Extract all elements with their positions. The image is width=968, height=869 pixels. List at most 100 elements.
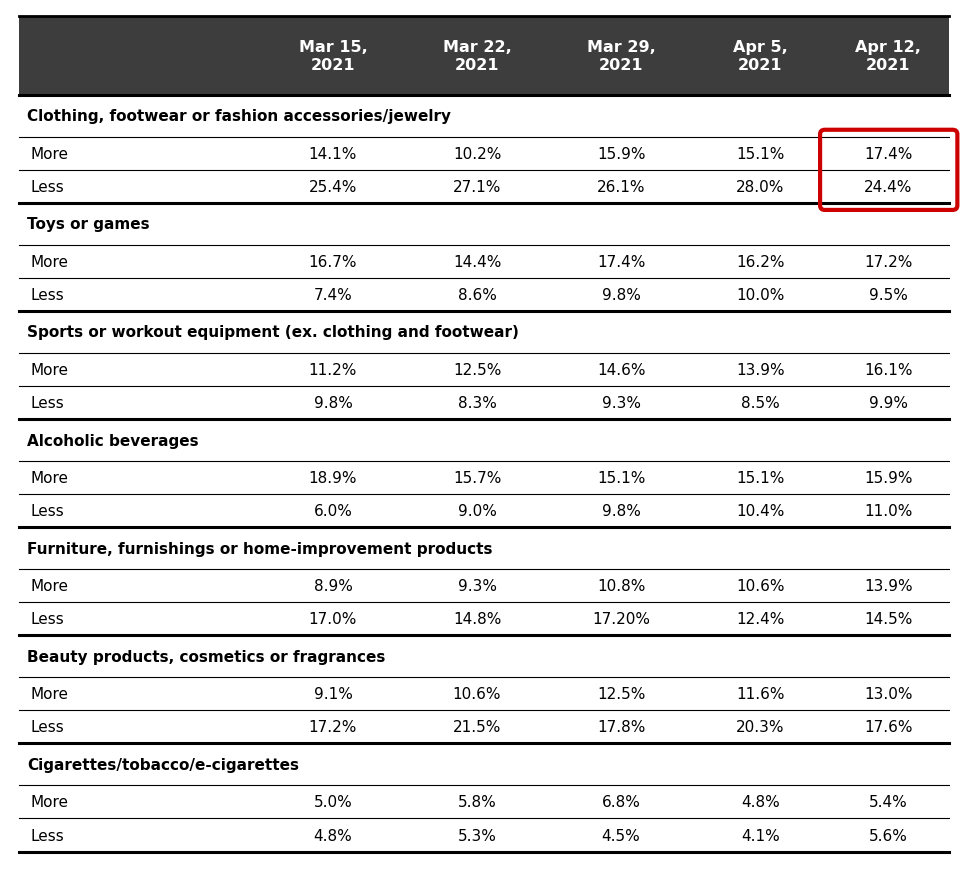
Text: 5.3%: 5.3% — [458, 827, 497, 843]
Text: 5.0%: 5.0% — [314, 794, 352, 810]
Text: 4.5%: 4.5% — [602, 827, 641, 843]
Text: Cigarettes/tobacco/e-cigarettes: Cigarettes/tobacco/e-cigarettes — [27, 757, 299, 772]
Text: 8.9%: 8.9% — [314, 579, 352, 594]
Bar — [19, 279, 949, 312]
Text: Sports or workout equipment (ex. clothing and footwear): Sports or workout equipment (ex. clothin… — [27, 325, 519, 340]
Text: 8.3%: 8.3% — [458, 395, 497, 411]
Text: 17.2%: 17.2% — [309, 720, 357, 734]
Text: 9.8%: 9.8% — [602, 504, 641, 519]
Text: 15.1%: 15.1% — [737, 147, 785, 162]
Text: 5.6%: 5.6% — [869, 827, 908, 843]
Text: Apr 12,
2021: Apr 12, 2021 — [856, 40, 922, 73]
Text: More: More — [31, 147, 69, 162]
Text: Clothing, footwear or fashion accessories/jewelry: Clothing, footwear or fashion accessorie… — [27, 109, 451, 124]
Text: More: More — [31, 687, 69, 701]
Bar — [19, 354, 949, 387]
Text: 27.1%: 27.1% — [453, 180, 501, 195]
Text: 15.1%: 15.1% — [597, 470, 646, 486]
Text: Mar 15,
2021: Mar 15, 2021 — [298, 40, 368, 73]
Text: 26.1%: 26.1% — [597, 180, 646, 195]
Text: 9.3%: 9.3% — [601, 395, 641, 411]
Text: 6.0%: 6.0% — [314, 504, 352, 519]
Text: More: More — [31, 470, 69, 486]
Text: Toys or games: Toys or games — [27, 217, 150, 232]
Text: 17.0%: 17.0% — [309, 612, 357, 627]
Text: 6.8%: 6.8% — [602, 794, 641, 810]
Text: Mar 22,
2021: Mar 22, 2021 — [442, 40, 511, 73]
Text: 11.0%: 11.0% — [864, 504, 913, 519]
Text: 15.9%: 15.9% — [597, 147, 646, 162]
Text: 13.9%: 13.9% — [863, 579, 913, 594]
Bar — [19, 527, 949, 569]
Text: 16.7%: 16.7% — [309, 255, 357, 269]
Text: More: More — [31, 794, 69, 810]
Text: 7.4%: 7.4% — [314, 288, 352, 302]
Text: Furniture, furnishings or home-improvement products: Furniture, furnishings or home-improveme… — [27, 541, 493, 556]
Text: 18.9%: 18.9% — [309, 470, 357, 486]
Bar — [19, 137, 949, 170]
Bar — [19, 786, 949, 819]
Bar — [19, 461, 949, 494]
Text: 17.8%: 17.8% — [597, 720, 646, 734]
Text: 14.6%: 14.6% — [597, 362, 646, 377]
Text: 28.0%: 28.0% — [737, 180, 785, 195]
Bar — [19, 203, 949, 246]
Text: Less: Less — [31, 827, 65, 843]
Bar — [19, 569, 949, 602]
Text: Alcoholic beverages: Alcoholic beverages — [27, 433, 198, 448]
Text: 15.9%: 15.9% — [864, 470, 913, 486]
Text: 13.0%: 13.0% — [864, 687, 913, 701]
Text: 17.20%: 17.20% — [592, 612, 650, 627]
Text: Apr 5,
2021: Apr 5, 2021 — [733, 40, 788, 73]
Text: 4.8%: 4.8% — [741, 794, 780, 810]
Bar — [19, 96, 949, 137]
Text: 16.1%: 16.1% — [864, 362, 913, 377]
Text: 10.2%: 10.2% — [453, 147, 501, 162]
Text: 14.4%: 14.4% — [453, 255, 501, 269]
Text: 9.8%: 9.8% — [602, 288, 641, 302]
Text: 10.6%: 10.6% — [737, 579, 785, 594]
Bar — [19, 420, 949, 461]
Text: 20.3%: 20.3% — [737, 720, 785, 734]
Text: 17.6%: 17.6% — [864, 720, 913, 734]
Text: 11.2%: 11.2% — [309, 362, 357, 377]
Text: 5.4%: 5.4% — [869, 794, 908, 810]
Text: 9.0%: 9.0% — [458, 504, 497, 519]
Bar — [19, 744, 949, 786]
Text: Less: Less — [31, 288, 65, 302]
Text: Less: Less — [31, 395, 65, 411]
Text: 11.6%: 11.6% — [737, 687, 785, 701]
Text: 9.1%: 9.1% — [314, 687, 352, 701]
Text: 14.1%: 14.1% — [309, 147, 357, 162]
Bar — [19, 312, 949, 354]
Text: Less: Less — [31, 504, 65, 519]
Text: 4.8%: 4.8% — [314, 827, 352, 843]
Text: More: More — [31, 362, 69, 377]
Text: 10.6%: 10.6% — [453, 687, 501, 701]
Text: 25.4%: 25.4% — [309, 180, 357, 195]
Text: More: More — [31, 255, 69, 269]
Text: 10.4%: 10.4% — [737, 504, 785, 519]
Text: 10.8%: 10.8% — [597, 579, 646, 594]
Text: 9.8%: 9.8% — [314, 395, 352, 411]
Bar — [19, 246, 949, 279]
Text: Mar 29,
2021: Mar 29, 2021 — [587, 40, 655, 73]
Text: 5.8%: 5.8% — [458, 794, 497, 810]
Text: 24.4%: 24.4% — [864, 180, 913, 195]
Text: 17.2%: 17.2% — [864, 255, 913, 269]
Text: Less: Less — [31, 180, 65, 195]
Bar — [19, 819, 949, 852]
Text: 9.9%: 9.9% — [868, 395, 908, 411]
Text: Less: Less — [31, 612, 65, 627]
Text: 12.5%: 12.5% — [597, 687, 646, 701]
Text: 17.4%: 17.4% — [597, 255, 646, 269]
Text: 17.4%: 17.4% — [864, 147, 913, 162]
Text: 21.5%: 21.5% — [453, 720, 501, 734]
Text: 15.7%: 15.7% — [453, 470, 501, 486]
Text: 12.4%: 12.4% — [737, 612, 785, 627]
Bar — [19, 602, 949, 635]
Text: 16.2%: 16.2% — [737, 255, 785, 269]
Text: 9.3%: 9.3% — [458, 579, 497, 594]
Text: 4.1%: 4.1% — [741, 827, 780, 843]
Text: Beauty products, cosmetics or fragrances: Beauty products, cosmetics or fragrances — [27, 649, 385, 664]
